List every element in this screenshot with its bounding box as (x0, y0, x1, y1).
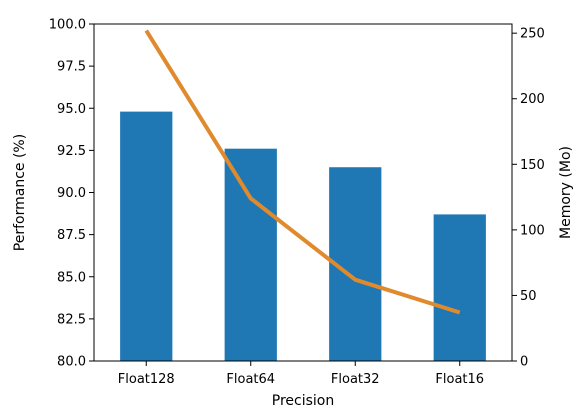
bar-float128 (120, 111, 173, 362)
left-tick-label: 82.5 (57, 312, 86, 327)
left-tick-label: 87.5 (57, 228, 86, 243)
right-tick-label: 0 (520, 355, 528, 370)
right-tick-label: 50 (520, 289, 537, 304)
right-tick-label: 250 (520, 27, 545, 42)
bar-float16 (433, 214, 486, 361)
x-tick-label: Float32 (331, 372, 380, 387)
left-tick-label: 80.0 (57, 355, 86, 370)
performance-bars (120, 111, 486, 362)
left-tick-label: 85.0 (57, 270, 86, 285)
left-tick-label: 100.0 (49, 18, 86, 33)
x-axis: Float128 Float64 Float32 Float16 (118, 361, 484, 387)
left-y-axis: 80.0 82.5 85.0 87.5 90.0 92.5 95.0 97.5 100.0 (49, 18, 94, 370)
right-y-axis: 0 50 100 150 200 250 (512, 27, 545, 370)
right-tick-label: 200 (520, 92, 545, 107)
right-tick-label: 150 (520, 158, 545, 173)
x-tick-label: Float16 (435, 372, 484, 387)
left-tick-label: 97.5 (57, 60, 86, 75)
x-tick-label: Float128 (118, 372, 175, 387)
left-tick-label: 92.5 (57, 144, 86, 159)
x-tick-label: Float64 (226, 372, 275, 387)
bar-float64 (224, 148, 277, 361)
x-axis-label: Precision (272, 393, 334, 409)
left-y-axis-label: Performance (%) (12, 134, 28, 251)
left-tick-label: 95.0 (57, 102, 86, 117)
memory-line (144, 29, 461, 315)
right-tick-label: 100 (520, 223, 545, 238)
left-tick-label: 90.0 (57, 186, 86, 201)
right-y-axis-label: Memory (Mo) (558, 146, 574, 239)
memory-line-layer (144, 29, 461, 315)
